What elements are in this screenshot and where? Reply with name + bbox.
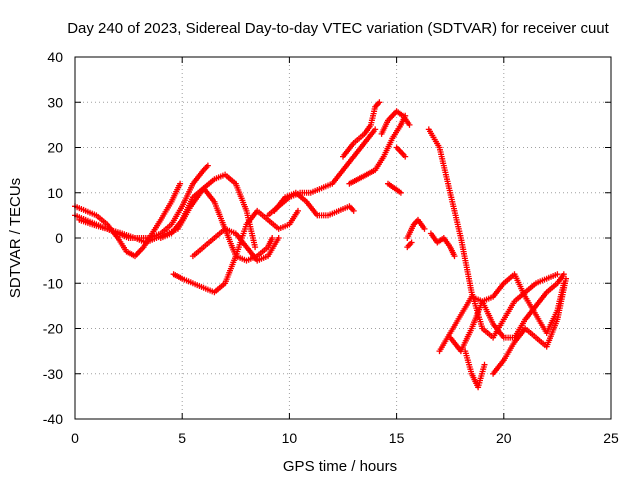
series-markers <box>189 225 282 264</box>
series-track-15 <box>436 271 567 355</box>
series-track-20 <box>427 230 458 260</box>
series-track-14 <box>425 126 561 341</box>
y-axis-title: SDTVAR / TECUs <box>7 178 24 298</box>
series-markers <box>462 348 488 391</box>
series-track-21 <box>404 239 415 251</box>
series-markers <box>346 112 409 187</box>
series-markers <box>378 108 413 137</box>
series-track-18 <box>490 275 569 377</box>
x-tick-label: 0 <box>71 430 79 446</box>
series-track-12 <box>393 144 409 160</box>
y-tick-label: 40 <box>47 49 63 65</box>
x-tick-label: 15 <box>389 430 405 446</box>
series-markers <box>425 126 561 341</box>
series-markers <box>490 275 569 377</box>
series-markers <box>157 185 276 264</box>
y-tick-label: -20 <box>43 321 63 337</box>
series-markers <box>436 271 567 355</box>
series-markers <box>393 144 409 160</box>
data-layer <box>72 99 569 391</box>
x-tick-label: 25 <box>603 430 619 446</box>
y-tick-label: 30 <box>47 94 63 110</box>
y-tick-label: -40 <box>43 411 63 427</box>
y-tick-label: -30 <box>43 366 63 382</box>
chart-title: Day 240 of 2023, Sidereal Day-to-day VTE… <box>67 20 609 37</box>
y-tick-label: 0 <box>55 230 63 246</box>
x-tick-label: 10 <box>282 430 298 446</box>
series-markers <box>385 180 404 196</box>
series-track-17 <box>462 348 488 391</box>
series-track-8 <box>265 126 379 219</box>
series-track-6 <box>189 225 282 264</box>
series-markers <box>427 230 458 260</box>
y-tick-label: -10 <box>43 275 63 291</box>
tick-layer: 0 5 10 15 20 25 -40 -30 -20 -10 0 10 20 30 40 <box>43 49 619 446</box>
series-track-9 <box>340 99 383 160</box>
series-markers <box>340 99 383 160</box>
y-tick-label: 20 <box>47 140 63 156</box>
series-markers <box>404 216 428 241</box>
y-tick-label: 10 <box>47 185 63 201</box>
series-markers <box>404 239 415 251</box>
x-tick-label: 5 <box>178 430 186 446</box>
grid-layer <box>75 57 611 419</box>
series-track-13 <box>385 180 404 196</box>
x-axis-title: GPS time / hours <box>283 458 397 475</box>
series-track-19 <box>404 216 428 241</box>
x-tick-label: 20 <box>496 430 512 446</box>
series-track-10 <box>346 112 409 187</box>
series-track-11 <box>378 108 413 137</box>
series-track-5 <box>157 185 276 264</box>
series-markers <box>265 126 379 219</box>
